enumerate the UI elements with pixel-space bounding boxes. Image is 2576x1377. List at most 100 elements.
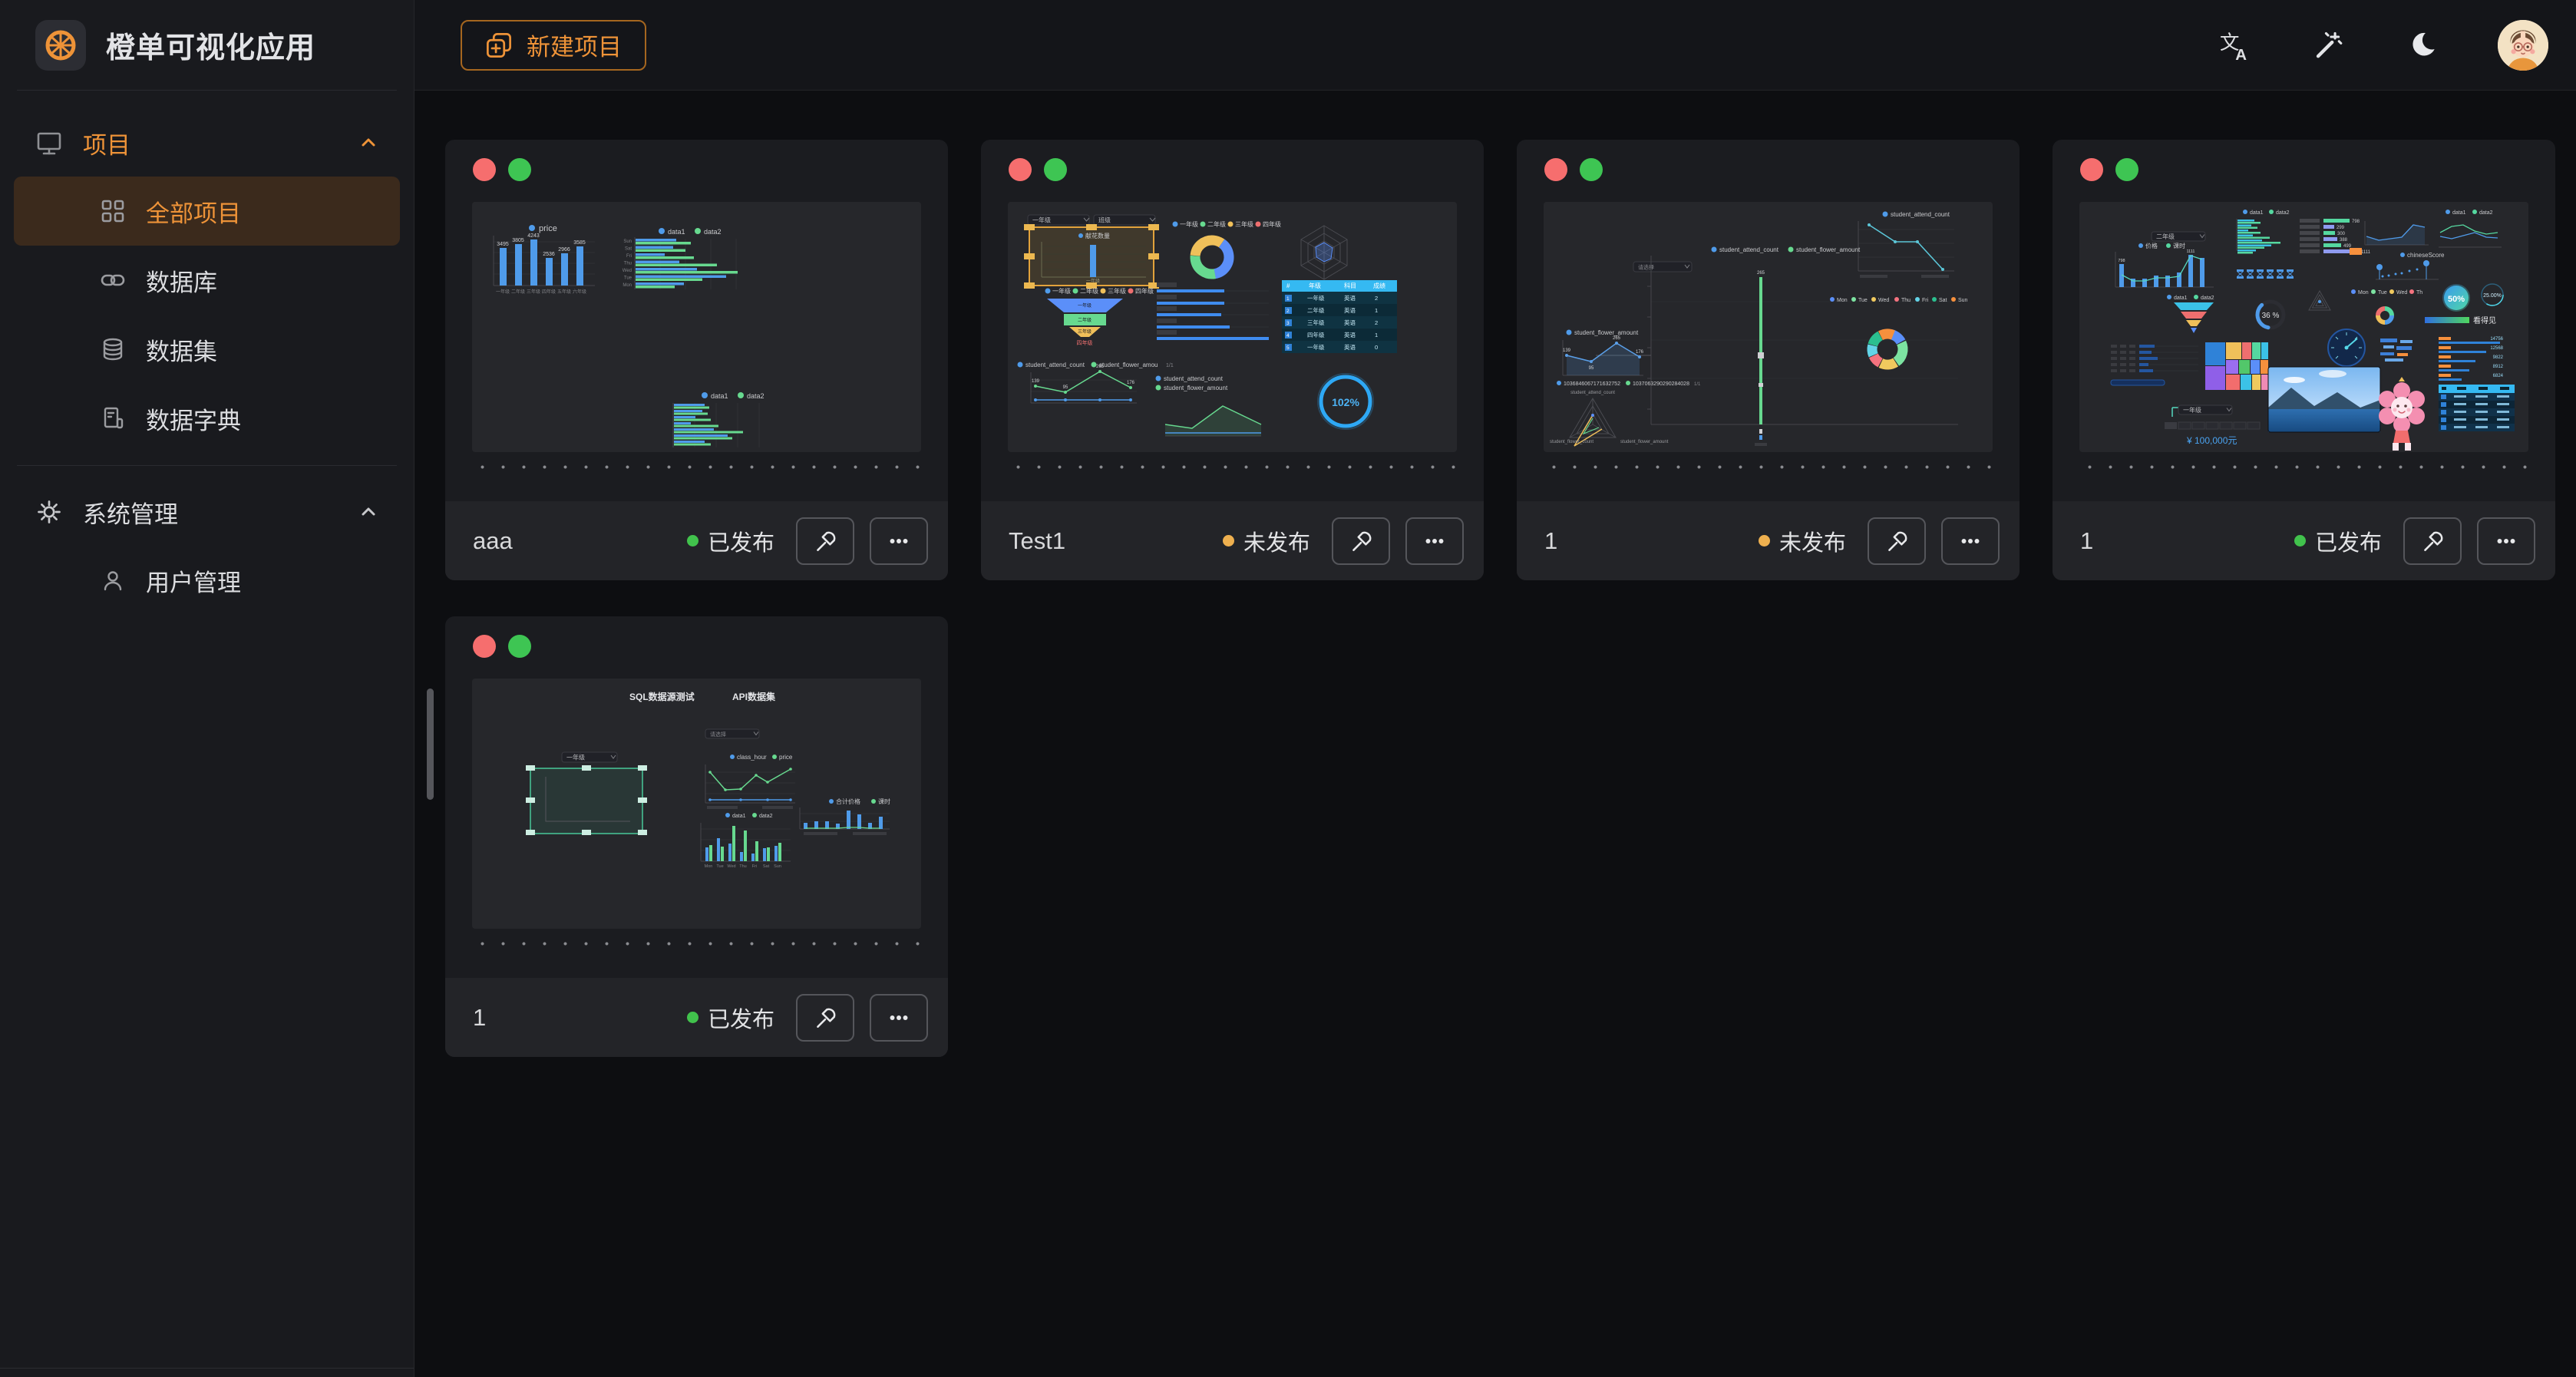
dotted-divider — [472, 465, 921, 469]
gradient-kpi: 看得见 — [2425, 315, 2496, 325]
sql-title: SQL数据源测试 — [629, 691, 695, 702]
status-label: 未发布 — [1778, 530, 1846, 556]
topbar-actions: 文 A — [2217, 19, 2548, 71]
mini-line-chart: class_hour price — [705, 754, 795, 809]
svg-text:3: 3 — [1286, 321, 1290, 326]
project-thumbnail[interactable]: price 3495 3805 4243 2536 2966 3585 — [472, 202, 921, 452]
svg-text:chineseScore: chineseScore — [2407, 252, 2445, 259]
svg-text:3585: 3585 — [573, 240, 586, 246]
project-card[interactable]: SQL数据源测试 API数据集 一年级 — [445, 616, 948, 1057]
grade-legend: 一年级 二年级 三年级 四年级 — [1045, 287, 1154, 295]
mini-radar-triangle: student_attend_count student_flower_coun… — [1550, 391, 1669, 447]
user-avatar[interactable] — [2498, 19, 2548, 71]
svg-text:price: price — [539, 224, 557, 233]
more-button[interactable] — [2477, 517, 2535, 565]
app-title: 橙单可视化应用 — [106, 32, 316, 64]
more-button[interactable] — [870, 517, 928, 565]
svg-text:1: 1 — [1375, 332, 1378, 338]
project-thumbnail[interactable]: student_attend_count student_attend_coun… — [1544, 202, 1993, 452]
svg-text:1/1: 1/1 — [1166, 363, 1174, 368]
svg-text:95: 95 — [1063, 385, 1068, 390]
svg-text:一年级: 一年级 — [2183, 406, 2201, 414]
orange-wheel-icon — [45, 30, 76, 60]
mini-line-chart-1: student_attend_count student_flower_amou… — [1017, 362, 1174, 404]
mini-donut — [1190, 235, 1234, 279]
link-icon — [100, 267, 126, 293]
svg-text:课时: 课时 — [2173, 242, 2185, 249]
donut-legend: 一年级 二年级 三年级 四年级 — [1172, 220, 1281, 228]
hammer-icon — [817, 531, 836, 551]
build-button[interactable] — [796, 517, 854, 565]
sidebar-item-dataset[interactable]: 数据集 — [14, 315, 400, 384]
svg-text:二年级: 二年级 — [1307, 306, 1325, 314]
svg-text:data2: data2 — [759, 814, 773, 819]
svg-text:Sun: Sun — [623, 239, 632, 244]
project-card[interactable]: 二年级 价格 课时 798 1111 — [2053, 140, 2555, 580]
status-dot — [1758, 535, 1770, 547]
flower-mascot — [2379, 377, 2425, 451]
document-icon — [100, 405, 126, 431]
svg-text:class_hour: class_hour — [737, 754, 767, 761]
svg-text:300: 300 — [2337, 232, 2346, 236]
svg-text:Mon: Mon — [623, 283, 632, 288]
mini-hbar-chart-1: data1 data2 Sun Sat Fri Thu Wed Tue Mon — [623, 228, 738, 289]
more-button[interactable] — [1941, 517, 2000, 565]
sidebar-item-database[interactable]: 数据库 — [14, 246, 400, 315]
red-dot — [1009, 158, 1032, 181]
build-button[interactable] — [796, 993, 854, 1042]
sidebar-group-projects[interactable]: 项目 — [0, 109, 414, 177]
build-button[interactable] — [1868, 517, 1926, 565]
project-card[interactable]: 一年级 班级 献花数量 — [981, 140, 1484, 580]
sidebar-group-system[interactable]: 系统管理 — [0, 478, 414, 546]
svg-text:一年级: 一年级 — [1307, 294, 1325, 302]
svg-text:1/1: 1/1 — [1694, 382, 1701, 387]
money-kpi: ¥ 100,000元 — [2186, 435, 2237, 446]
red-dot — [473, 158, 496, 181]
project-card[interactable]: price 3495 3805 4243 2536 2966 3585 — [445, 140, 948, 580]
translate-icon[interactable]: 文 A — [2217, 28, 2252, 63]
project-card[interactable]: student_attend_count student_attend_coun… — [1517, 140, 2020, 580]
svg-text:A: A — [2235, 46, 2247, 63]
svg-text:Thu: Thu — [1901, 298, 1911, 303]
build-button[interactable] — [1332, 517, 1390, 565]
more-button[interactable] — [870, 993, 928, 1042]
card-footer: 1 已发布 — [2053, 501, 2555, 580]
svg-text:一年级: 一年级 — [1307, 343, 1325, 351]
status-label: 已发布 — [707, 1007, 774, 1032]
svg-text:139: 139 — [1032, 379, 1040, 384]
svg-text:Fri: Fri — [1922, 298, 1929, 303]
magic-wand-icon[interactable] — [2310, 28, 2346, 63]
svg-text:1111: 1111 — [2186, 249, 2195, 254]
moon-icon[interactable] — [2404, 28, 2439, 63]
sidebar-item-all-projects[interactable]: 全部项目 — [14, 177, 400, 246]
pagination-tabs — [2165, 421, 2261, 430]
svg-text:299: 299 — [2337, 226, 2345, 230]
svg-text:二年级: 二年级 — [1080, 287, 1098, 295]
sidebar-item-dictionary[interactable]: 数据字典 — [14, 384, 400, 453]
weekday-legend: Mon Tue Wed Thu Fri Sat Sun — [1830, 297, 1968, 303]
landscape-photo — [2267, 366, 2381, 433]
svg-text:五年级: 五年级 — [557, 289, 571, 295]
svg-text:Mon: Mon — [1837, 298, 1848, 303]
green-dot — [508, 158, 531, 181]
svg-text:一年级: 一年级 — [566, 754, 585, 761]
svg-text:102%: 102% — [1332, 396, 1359, 408]
new-project-button[interactable]: 新建项目 — [461, 19, 646, 71]
svg-text:一年级: 一年级 — [1078, 302, 1091, 309]
sidebar-item-users[interactable]: 用户管理 — [14, 546, 400, 615]
topbar: 新建项目 文 A — [414, 0, 2576, 91]
project-thumbnail[interactable]: 二年级 价格 课时 798 1111 — [2079, 202, 2528, 452]
svg-text:二年级: 二年级 — [2156, 233, 2175, 240]
ellipsis-icon — [1425, 538, 1444, 543]
project-thumbnail[interactable]: SQL数据源测试 API数据集 一年级 — [472, 679, 921, 929]
svg-text:data2: data2 — [704, 228, 722, 236]
status-badge: 已发布 — [2294, 525, 2382, 557]
build-button[interactable] — [2403, 517, 2462, 565]
more-button[interactable] — [1405, 517, 1464, 565]
project-thumbnail[interactable]: 一年级 班级 献花数量 — [1008, 202, 1457, 452]
dotted-divider — [2079, 465, 2528, 469]
dotted-divider — [1008, 465, 1457, 469]
green-dot — [2115, 158, 2138, 181]
svg-text:Sun: Sun — [774, 864, 781, 869]
vertical-scrollbar[interactable] — [427, 688, 434, 800]
